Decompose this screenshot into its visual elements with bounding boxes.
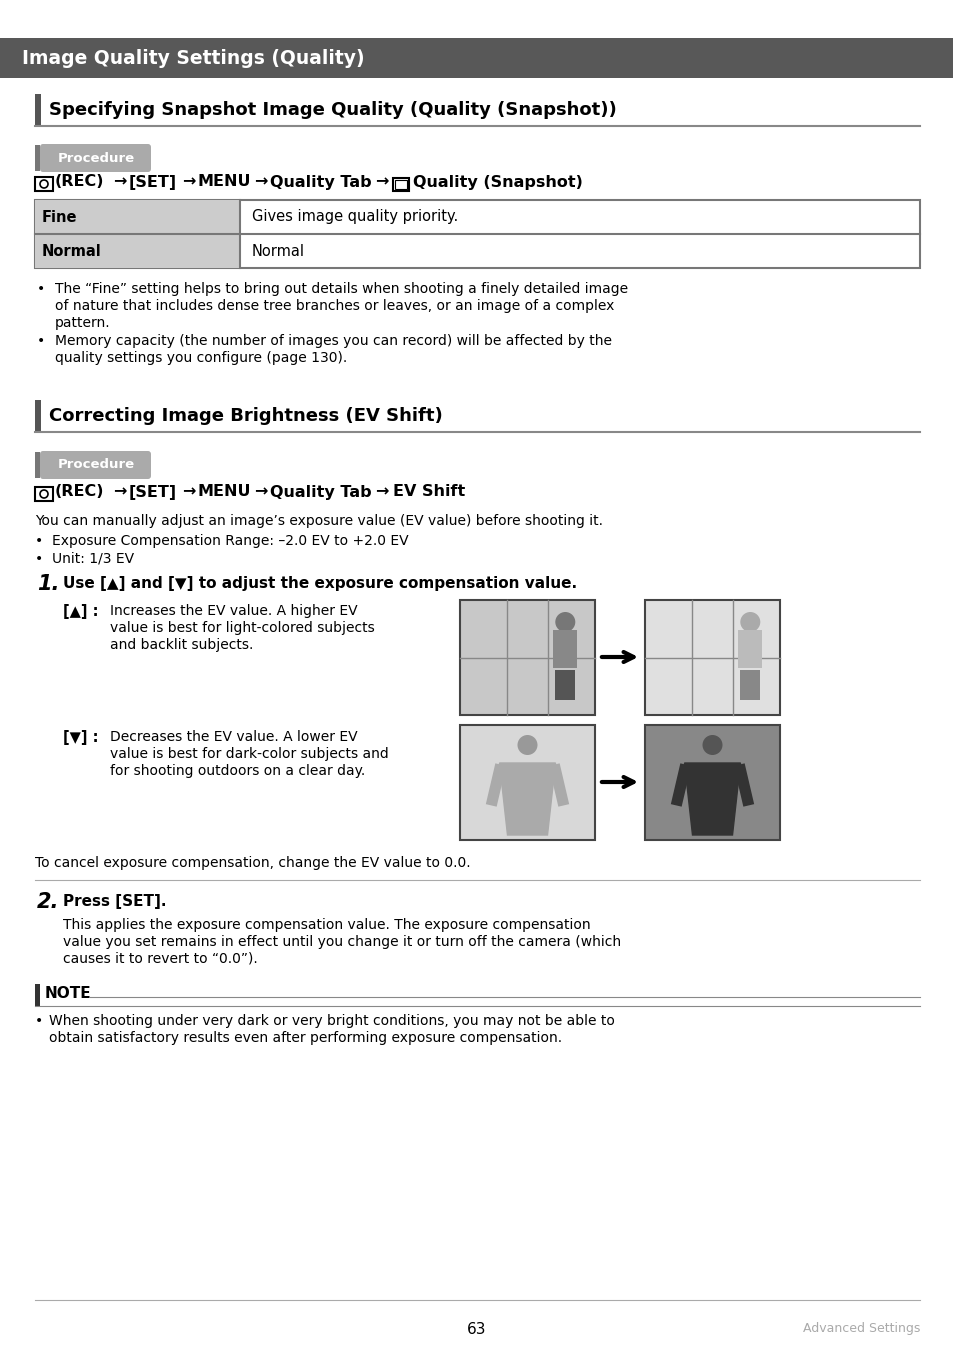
- Text: and backlit subjects.: and backlit subjects.: [110, 638, 253, 651]
- Text: Correcting Image Brightness (EV Shift): Correcting Image Brightness (EV Shift): [49, 407, 442, 425]
- Text: Press [SET].: Press [SET].: [63, 894, 167, 909]
- Text: →: →: [112, 484, 126, 499]
- Circle shape: [517, 735, 537, 754]
- Text: MENU: MENU: [198, 484, 252, 499]
- Text: Procedure: Procedure: [57, 152, 134, 164]
- Text: of nature that includes dense tree branches or leaves, or an image of a complex: of nature that includes dense tree branc…: [55, 299, 614, 313]
- FancyBboxPatch shape: [40, 144, 151, 172]
- Text: Quality Tab: Quality Tab: [270, 484, 372, 499]
- Text: To cancel exposure compensation, change the EV value to 0.0.: To cancel exposure compensation, change …: [35, 856, 470, 870]
- Text: Fine: Fine: [42, 209, 77, 224]
- Text: →: →: [253, 175, 267, 190]
- Bar: [459, 600, 595, 715]
- Text: Normal: Normal: [252, 243, 305, 258]
- Text: The “Fine” setting helps to bring out details when shooting a finely detailed im: The “Fine” setting helps to bring out de…: [55, 282, 627, 296]
- Text: 1.: 1.: [37, 574, 59, 594]
- Text: •: •: [35, 1014, 43, 1029]
- Bar: [35, 452, 40, 478]
- FancyBboxPatch shape: [40, 451, 151, 479]
- Bar: [0, 38, 953, 77]
- Bar: [553, 630, 577, 668]
- Text: [▼] :: [▼] :: [63, 730, 98, 745]
- Circle shape: [555, 612, 575, 632]
- Text: value is best for dark-color subjects and: value is best for dark-color subjects an…: [110, 746, 388, 761]
- Text: Procedure: Procedure: [57, 459, 134, 471]
- Bar: [35, 199, 919, 267]
- Text: You can manually adjust an image’s exposure value (EV value) before shooting it.: You can manually adjust an image’s expos…: [35, 514, 602, 528]
- Text: causes it to revert to “0.0”).: causes it to revert to “0.0”).: [63, 953, 257, 966]
- Text: MENU: MENU: [198, 175, 252, 190]
- Text: →: →: [253, 484, 267, 499]
- Text: (REC): (REC): [55, 175, 105, 190]
- Text: →: →: [375, 175, 388, 190]
- Text: Use [▲] and [▼] to adjust the exposure compensation value.: Use [▲] and [▼] to adjust the exposure c…: [63, 575, 577, 592]
- Bar: [35, 400, 41, 432]
- Text: value is best for light-colored subjects: value is best for light-colored subjects: [110, 622, 375, 635]
- Circle shape: [701, 735, 721, 754]
- Polygon shape: [684, 763, 740, 835]
- Bar: [555, 670, 575, 700]
- Text: pattern.: pattern.: [55, 316, 111, 330]
- Bar: [740, 670, 760, 700]
- Text: (REC): (REC): [55, 484, 105, 499]
- Bar: [644, 725, 780, 840]
- Bar: [738, 630, 761, 668]
- Text: Quality (Snapshot): Quality (Snapshot): [413, 175, 582, 190]
- Text: for shooting outdoors on a clear day.: for shooting outdoors on a clear day.: [110, 764, 365, 778]
- Text: Image Quality Settings (Quality): Image Quality Settings (Quality): [22, 49, 364, 68]
- Text: [SET]: [SET]: [129, 484, 177, 499]
- Text: NOTE: NOTE: [45, 987, 91, 1001]
- Bar: [35, 176, 53, 191]
- Bar: [35, 487, 53, 501]
- Text: [▲] :: [▲] :: [63, 604, 98, 619]
- Bar: [395, 180, 407, 189]
- Text: Quality Tab: Quality Tab: [270, 175, 372, 190]
- Text: Specifying Snapshot Image Quality (Quality (Snapshot)): Specifying Snapshot Image Quality (Quali…: [49, 100, 616, 119]
- Text: EV Shift: EV Shift: [393, 484, 465, 499]
- Polygon shape: [499, 763, 555, 835]
- Bar: [35, 199, 240, 233]
- Text: Decreases the EV value. A lower EV: Decreases the EV value. A lower EV: [110, 730, 357, 744]
- Text: 2.: 2.: [37, 892, 59, 912]
- Text: Normal: Normal: [42, 243, 102, 258]
- Text: •  Exposure Compensation Range: –2.0 EV to +2.0 EV: • Exposure Compensation Range: –2.0 EV t…: [35, 535, 408, 548]
- Circle shape: [740, 612, 760, 632]
- Text: value you set remains in effect until you change it or turn off the camera (whic: value you set remains in effect until yo…: [63, 935, 620, 949]
- Text: quality settings you configure (page 130).: quality settings you configure (page 130…: [55, 351, 347, 365]
- Text: •: •: [37, 334, 45, 347]
- Text: This applies the exposure compensation value. The exposure compensation: This applies the exposure compensation v…: [63, 917, 590, 932]
- Bar: [35, 94, 41, 126]
- Text: →: →: [112, 175, 126, 190]
- Text: Gives image quality priority.: Gives image quality priority.: [252, 209, 457, 224]
- Bar: [35, 145, 40, 171]
- Text: Advanced Settings: Advanced Settings: [801, 1322, 919, 1335]
- Text: When shooting under very dark or very bright conditions, you may not be able to: When shooting under very dark or very br…: [49, 1014, 615, 1029]
- Bar: [644, 600, 780, 715]
- Text: →: →: [182, 175, 195, 190]
- Bar: [393, 178, 409, 191]
- Text: [SET]: [SET]: [129, 175, 177, 190]
- Text: obtain satisfactory results even after performing exposure compensation.: obtain satisfactory results even after p…: [49, 1031, 561, 1045]
- Text: →: →: [182, 484, 195, 499]
- Text: •: •: [37, 282, 45, 296]
- Text: 63: 63: [467, 1322, 486, 1337]
- Text: Memory capacity (the number of images you can record) will be affected by the: Memory capacity (the number of images yo…: [55, 334, 612, 347]
- Bar: [35, 984, 40, 1006]
- Bar: [459, 725, 595, 840]
- Text: →: →: [375, 484, 388, 499]
- Text: Increases the EV value. A higher EV: Increases the EV value. A higher EV: [110, 604, 357, 617]
- Bar: [35, 233, 240, 267]
- Text: •  Unit: 1/3 EV: • Unit: 1/3 EV: [35, 551, 134, 565]
